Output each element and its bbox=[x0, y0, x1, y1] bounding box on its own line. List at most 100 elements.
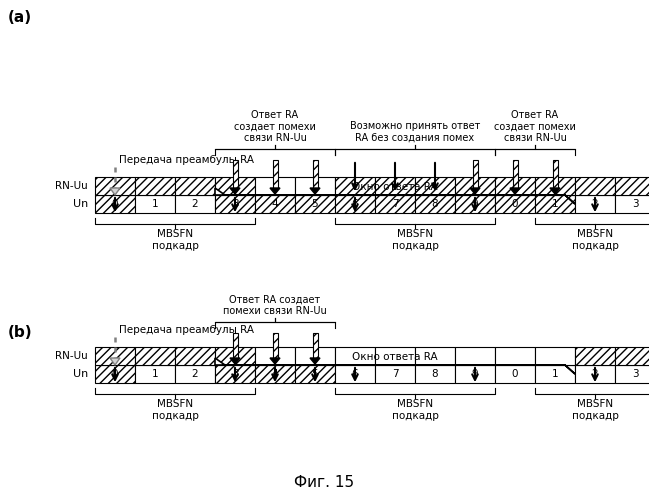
Polygon shape bbox=[230, 188, 240, 194]
Bar bbox=[273, 160, 278, 188]
Text: MBSFN
подкадр: MBSFN подкадр bbox=[572, 399, 618, 420]
Bar bbox=[535, 177, 575, 195]
Polygon shape bbox=[310, 188, 320, 194]
Bar bbox=[535, 347, 575, 365]
Text: 3: 3 bbox=[631, 369, 639, 379]
Bar bbox=[415, 177, 455, 195]
Bar bbox=[575, 177, 615, 195]
Bar bbox=[215, 195, 255, 213]
Text: 0: 0 bbox=[512, 369, 519, 379]
Bar bbox=[495, 177, 535, 195]
Polygon shape bbox=[510, 188, 520, 194]
Polygon shape bbox=[110, 188, 120, 195]
Bar bbox=[255, 195, 295, 213]
Text: RN-Uu: RN-Uu bbox=[55, 181, 88, 191]
Polygon shape bbox=[110, 358, 120, 365]
Bar bbox=[335, 347, 375, 365]
Bar bbox=[335, 365, 375, 383]
Bar bbox=[175, 195, 215, 213]
Text: Окно ответа RA: Окно ответа RA bbox=[352, 182, 438, 192]
Bar bbox=[415, 365, 455, 383]
Bar bbox=[455, 195, 495, 213]
Text: 6: 6 bbox=[352, 199, 358, 209]
Bar bbox=[295, 347, 335, 365]
Bar bbox=[495, 195, 535, 213]
Text: 8: 8 bbox=[432, 199, 438, 209]
Text: 9: 9 bbox=[472, 369, 478, 379]
Text: Ответ RA создает
помехи связи RN-Uu: Ответ RA создает помехи связи RN-Uu bbox=[223, 294, 327, 316]
Bar bbox=[552, 160, 557, 188]
Bar bbox=[215, 177, 255, 195]
Bar bbox=[375, 195, 415, 213]
Text: 1: 1 bbox=[552, 369, 558, 379]
Text: 5: 5 bbox=[312, 199, 318, 209]
Text: 2: 2 bbox=[191, 199, 199, 209]
Bar bbox=[135, 365, 175, 383]
Bar bbox=[615, 347, 649, 365]
Text: 0: 0 bbox=[512, 199, 519, 209]
Bar bbox=[575, 195, 615, 213]
Bar bbox=[232, 160, 238, 188]
Text: (b): (b) bbox=[8, 325, 32, 340]
Bar bbox=[295, 365, 335, 383]
Bar bbox=[313, 160, 317, 188]
Bar bbox=[255, 365, 295, 383]
Bar bbox=[175, 347, 215, 365]
Bar bbox=[513, 160, 517, 188]
Text: 7: 7 bbox=[392, 199, 398, 209]
Text: MBSFN
подкадр: MBSFN подкадр bbox=[572, 229, 618, 250]
Bar bbox=[615, 195, 649, 213]
Polygon shape bbox=[230, 358, 240, 364]
Text: 4: 4 bbox=[272, 199, 278, 209]
Text: 1: 1 bbox=[552, 199, 558, 209]
Bar bbox=[255, 177, 295, 195]
Text: Ответ RA
создает помехи
связи RN-Uu: Ответ RA создает помехи связи RN-Uu bbox=[494, 110, 576, 143]
Text: MBSFN
подкадр: MBSFN подкадр bbox=[391, 229, 439, 250]
Bar bbox=[415, 347, 455, 365]
Bar bbox=[472, 160, 478, 188]
Bar bbox=[455, 347, 495, 365]
Bar bbox=[255, 347, 295, 365]
Polygon shape bbox=[270, 188, 280, 194]
Bar bbox=[135, 195, 175, 213]
Bar bbox=[335, 177, 375, 195]
Bar bbox=[232, 333, 238, 358]
Bar bbox=[575, 365, 615, 383]
Text: 0: 0 bbox=[112, 199, 118, 209]
Bar bbox=[175, 177, 215, 195]
Text: Ответ RA
создает помехи
связи RN-Uu: Ответ RA создает помехи связи RN-Uu bbox=[234, 110, 316, 143]
Bar bbox=[375, 365, 415, 383]
Text: 1: 1 bbox=[152, 199, 158, 209]
Text: Передача преамбулы RA: Передача преамбулы RA bbox=[119, 155, 254, 165]
Text: 2: 2 bbox=[191, 369, 199, 379]
Bar bbox=[215, 365, 255, 383]
Bar bbox=[95, 365, 135, 383]
Polygon shape bbox=[215, 188, 575, 204]
Bar bbox=[535, 195, 575, 213]
Text: 3: 3 bbox=[232, 369, 238, 379]
Bar bbox=[575, 347, 615, 365]
Polygon shape bbox=[270, 358, 280, 364]
Bar bbox=[295, 195, 335, 213]
Bar bbox=[295, 177, 335, 195]
Text: MBSFN
подкадр: MBSFN подкадр bbox=[152, 229, 199, 250]
Bar bbox=[273, 333, 278, 358]
Polygon shape bbox=[310, 358, 320, 364]
Text: Передача преамбулы RA: Передача преамбулы RA bbox=[119, 325, 254, 335]
Bar bbox=[615, 177, 649, 195]
Bar bbox=[215, 347, 255, 365]
Bar bbox=[313, 333, 317, 358]
Bar bbox=[535, 365, 575, 383]
Text: 2: 2 bbox=[592, 369, 598, 379]
Bar bbox=[495, 347, 535, 365]
Bar bbox=[135, 177, 175, 195]
Text: MBSFN
подкадр: MBSFN подкадр bbox=[152, 399, 199, 420]
Polygon shape bbox=[215, 358, 575, 374]
Bar bbox=[615, 365, 649, 383]
Text: 2: 2 bbox=[592, 199, 598, 209]
Text: (a): (a) bbox=[8, 10, 32, 25]
Text: Окно ответа RA: Окно ответа RA bbox=[352, 352, 438, 362]
Bar bbox=[495, 365, 535, 383]
Bar bbox=[95, 177, 135, 195]
Text: Un: Un bbox=[73, 369, 88, 379]
